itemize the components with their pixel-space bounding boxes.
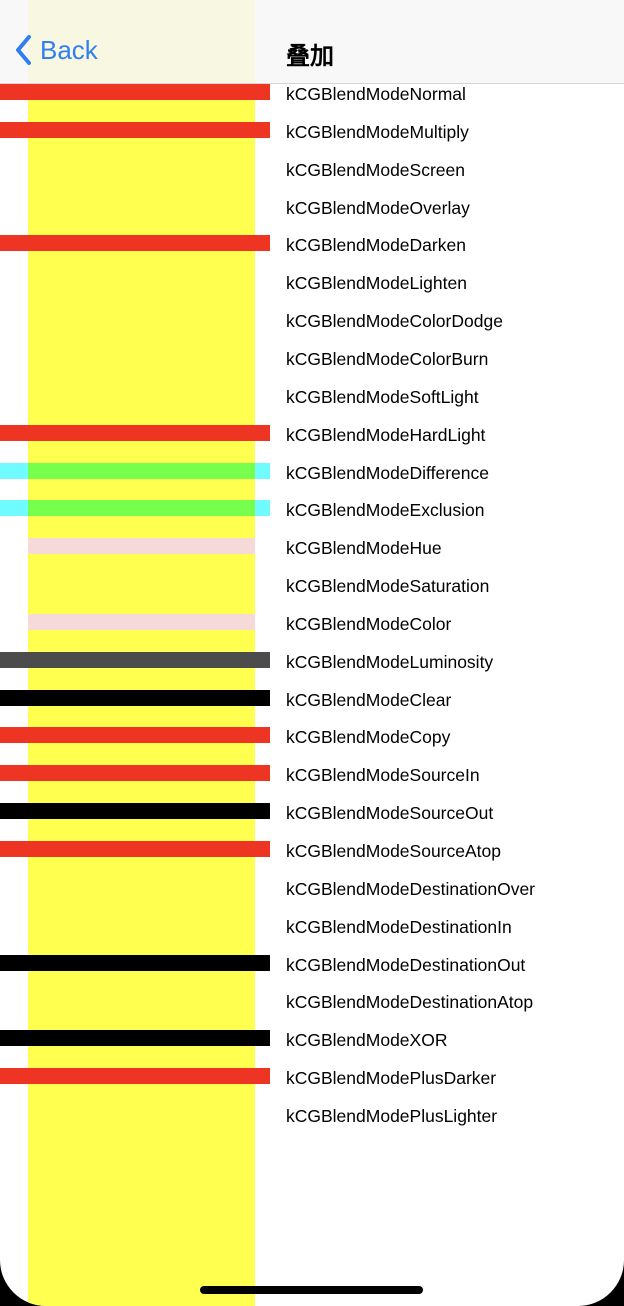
blend-mode-label: kCGBlendModeColorDodge [286,311,503,332]
blend-mode-label: kCGBlendModeDifference [286,462,489,483]
red-blend-bar [0,235,270,252]
back-button[interactable]: Back [14,30,98,70]
pink-blend-bar [28,613,255,630]
green-blend-bar [28,500,255,517]
blend-mode-label: kCGBlendModeDestinationAtop [286,992,534,1013]
red-blend-bar [0,841,270,857]
red-blend-bar [0,1068,270,1085]
blend-mode-label: kCGBlendModeClear [286,689,452,710]
pink-blend-bar [28,538,255,555]
chevron-left-icon [16,35,31,65]
blend-mode-label: kCGBlendModeLighten [286,273,467,294]
blend-mode-label: kCGBlendModeHardLight [286,424,486,445]
blend-mode-label: kCGBlendModeMultiply [286,121,469,142]
navigation-bar: Back 叠加 [0,0,624,84]
blend-mode-label: kCGBlendModeSourceOut [286,803,494,824]
red-blend-bar [0,121,270,138]
black-blend-bar [0,803,270,820]
blend-mode-label: kCGBlendModeColor [286,613,452,634]
blend-mode-label: kCGBlendModeDarken [286,235,466,256]
back-button-label: Back [40,34,98,65]
blend-mode-label: kCGBlendModeXOR [286,1030,448,1051]
black-blend-bar [0,954,270,971]
blend-mode-label: kCGBlendModeSourceIn [286,765,480,786]
blend-mode-label: kCGBlendModePlusDarker [286,1068,497,1089]
blend-mode-label: kCGBlendModeNormal [286,84,466,104]
blend-mode-label: kCGBlendModeScreen [286,159,465,180]
black-blend-bar [0,689,270,706]
page-title: 叠加 [286,43,334,70]
blend-mode-label: kCGBlendModePlusLighter [286,1105,498,1126]
red-blend-bar [0,765,270,782]
black-blend-bar [0,1030,270,1047]
gray-blend-bar [0,651,270,668]
blend-mode-label: kCGBlendModeExclusion [286,500,485,521]
blend-mode-label: kCGBlendModeSoftLight [286,386,479,407]
blend-mode-label: kCGBlendModeHue [286,538,442,559]
red-blend-bar [0,727,270,744]
home-indicator [200,1286,423,1294]
blend-mode-label: kCGBlendModeOverlay [286,197,470,218]
green-blend-bar [28,462,255,479]
blend-mode-label: kCGBlendModeSourceAtop [286,841,501,861]
blend-mode-label: kCGBlendModeDestinationIn [286,916,512,937]
blend-mode-label: kCGBlendModeLuminosity [286,651,494,672]
red-blend-bar [0,84,270,100]
blend-mode-label: kCGBlendModeSaturation [286,576,490,597]
red-blend-bar [0,424,270,441]
blend-mode-label: kCGBlendModeDestinationOut [286,954,526,975]
blend-mode-label: kCGBlendModeDestinationOver [286,878,536,899]
blend-mode-label: kCGBlendModeCopy [286,727,451,748]
blend-mode-label: kCGBlendModeColorBurn [286,348,489,369]
